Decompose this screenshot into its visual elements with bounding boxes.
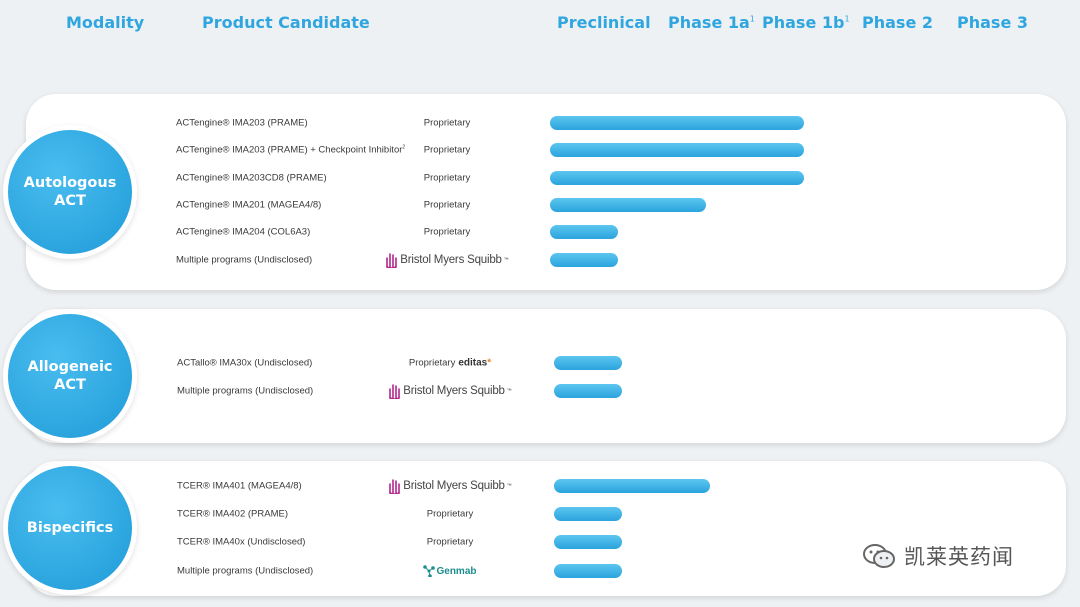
partner-cell: Proprietary xyxy=(424,173,470,184)
group-panel-allogeneic xyxy=(26,309,1066,443)
bms-logo: Bristol Myers Squibb ™ xyxy=(388,383,512,399)
modality-label: Allogeneic ACT xyxy=(8,314,132,438)
modality-label: Bispecifics xyxy=(8,466,132,590)
partner-cell: Genmab xyxy=(423,565,477,577)
phase-header-preclinical: Preclinical xyxy=(557,13,651,32)
product-candidate-label: ACTengine® IMA203CD8 (PRAME) xyxy=(176,173,327,184)
wechat-icon xyxy=(863,544,895,568)
proprietary-label: Proprietary xyxy=(426,508,474,520)
proprietary-label: Proprietary xyxy=(408,357,456,369)
footnote-mark: 2 xyxy=(402,144,406,151)
group-panel-autologous xyxy=(26,94,1066,290)
partner-cell: Proprietary editas* xyxy=(409,358,491,369)
bms-logo-text: Bristol Myers Squibb xyxy=(403,480,505,492)
modality-circle-autologous: Autologous ACT xyxy=(3,125,137,259)
progress-bar xyxy=(550,253,618,267)
modality-circle-allogeneic: Allogeneic ACT xyxy=(3,309,137,443)
partner-cell: Proprietary xyxy=(427,537,473,548)
product-candidate-text: TCER® IMA40x (Undisclosed) xyxy=(177,536,306,548)
product-candidate-text: ACTallo® IMA30x (Undisclosed) xyxy=(177,357,313,369)
partner-cell: Bristol Myers Squibb ™ xyxy=(388,383,512,399)
product-candidate-label: TCER® IMA402 (PRAME) xyxy=(177,509,288,520)
editas-logo: editas* xyxy=(458,358,491,369)
product-candidate-label: ACTengine® IMA201 (MAGEA4/8) xyxy=(176,200,321,211)
phase-header-phase-3: Phase 3 xyxy=(957,13,1028,32)
product-candidate-label: Multiple programs (Undisclosed) xyxy=(177,386,313,397)
bms-logo-text: Bristol Myers Squibb xyxy=(400,254,502,266)
product-candidate-text: Multiple programs (Undisclosed) xyxy=(177,565,314,577)
genmab-logo-text: Genmab xyxy=(436,566,477,577)
progress-bar xyxy=(554,356,622,370)
proprietary-label: Proprietary xyxy=(426,536,474,548)
product-candidate-text: Multiple programs (Undisclosed) xyxy=(176,254,313,266)
partner-cell: Proprietary xyxy=(424,227,470,238)
progress-bar xyxy=(554,384,622,398)
bms-logo: Bristol Myers Squibb ™ xyxy=(385,252,509,268)
product-candidate-label: Multiple programs (Undisclosed) xyxy=(176,255,312,266)
progress-bar xyxy=(550,225,618,239)
genmab-logo: Genmab xyxy=(423,565,477,577)
product-candidate-text: TCER® IMA401 (MAGEA4/8) xyxy=(177,480,302,492)
proprietary-label: Proprietary xyxy=(423,226,471,238)
product-candidate-label: ACTallo® IMA30x (Undisclosed) xyxy=(177,358,312,369)
product-candidate-label: Multiple programs (Undisclosed) xyxy=(177,566,313,577)
bms-hand-icon xyxy=(389,479,401,494)
proprietary-label: Proprietary xyxy=(423,144,471,156)
header-product-candidate: Product Candidate xyxy=(202,13,370,32)
product-candidate-text: TCER® IMA402 (PRAME) xyxy=(177,508,288,520)
editas-logo-text: editas xyxy=(458,357,488,369)
progress-bar xyxy=(554,535,622,549)
modality-circle-bispecifics: Bispecifics xyxy=(3,461,137,595)
watermark: 凯莱英药闻 xyxy=(862,541,1014,571)
bms-logo: Bristol Myers Squibb ™ xyxy=(388,478,512,494)
trademark-mark: ™ xyxy=(506,483,512,489)
proprietary-label: Proprietary xyxy=(423,117,471,129)
proprietary-label: Proprietary xyxy=(423,199,471,211)
product-candidate-label: ACTengine® IMA203 (PRAME) xyxy=(176,118,308,129)
progress-bar xyxy=(554,564,622,578)
phase-header-phase-2: Phase 2 xyxy=(862,13,933,32)
bms-hand-icon xyxy=(386,253,398,268)
progress-bar xyxy=(554,507,622,521)
partner-cell: Proprietary xyxy=(427,509,473,520)
partner-cell: Proprietary xyxy=(424,200,470,211)
product-candidate-text: ACTengine® IMA204 (COL6A3) xyxy=(176,226,311,238)
product-candidate-label: TCER® IMA401 (MAGEA4/8) xyxy=(177,481,302,492)
partner-cell: Bristol Myers Squibb ™ xyxy=(388,478,512,494)
modality-label: Autologous ACT xyxy=(8,130,132,254)
group-panel-bispecifics xyxy=(26,461,1066,596)
editas-star-icon: * xyxy=(487,357,492,369)
product-candidate-text: ACTengine® IMA201 (MAGEA4/8) xyxy=(176,199,322,211)
product-candidate-label: TCER® IMA40x (Undisclosed) xyxy=(177,537,305,548)
progress-bar xyxy=(550,198,706,212)
trademark-mark: ™ xyxy=(503,257,509,263)
product-candidate-text: ACTengine® IMA203 (PRAME) + Checkpoint I… xyxy=(176,144,403,156)
product-candidate-label: ACTengine® IMA204 (COL6A3) xyxy=(176,227,310,238)
watermark-text: 凯莱英药闻 xyxy=(904,545,1014,569)
bms-hand-icon xyxy=(389,384,401,399)
partner-cell: Proprietary xyxy=(424,118,470,129)
partner-cell: Proprietary xyxy=(424,145,470,156)
phase-header-phase-1a: Phase 1a1 xyxy=(668,13,755,32)
progress-bar xyxy=(554,479,710,493)
partner-cell: Bristol Myers Squibb ™ xyxy=(385,252,509,268)
product-candidate-text: ACTengine® IMA203CD8 (PRAME) xyxy=(176,172,327,184)
trademark-mark: ™ xyxy=(506,388,512,394)
progress-bar xyxy=(550,143,804,157)
product-candidate-text: Multiple programs (Undisclosed) xyxy=(177,385,314,397)
progress-bar xyxy=(550,116,804,130)
header-modality: Modality xyxy=(66,13,145,32)
progress-bar xyxy=(550,171,804,185)
proprietary-label: Proprietary xyxy=(423,172,471,184)
genmab-molecule-icon xyxy=(423,565,436,577)
bms-logo-text: Bristol Myers Squibb xyxy=(403,385,505,397)
product-candidate-label: ACTengine® IMA203 (PRAME) + Checkpoint I… xyxy=(176,144,405,155)
phase-header-phase-1b: Phase 1b1 xyxy=(762,13,850,32)
product-candidate-text: ACTengine® IMA203 (PRAME) xyxy=(176,117,308,129)
